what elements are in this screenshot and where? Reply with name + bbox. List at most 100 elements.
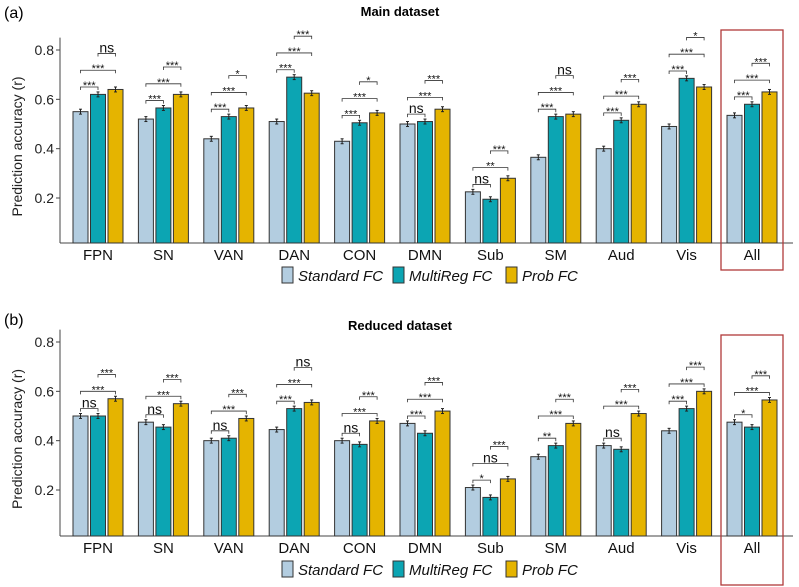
bar <box>696 390 713 537</box>
bar <box>286 408 303 537</box>
bar <box>399 123 416 244</box>
x-tick-label: FPN <box>83 247 113 264</box>
panel-b: (b) Reduced dataset 0.2 0.4 0.6 0.8 Prediction… <box>4 312 793 586</box>
significance-label: *** <box>549 409 563 421</box>
significance-label: *** <box>558 392 572 404</box>
significance-bracket <box>407 415 426 419</box>
significance-bracket <box>668 383 705 387</box>
bar <box>613 448 630 537</box>
bar <box>613 119 630 244</box>
x-tick-label: Vis <box>676 247 697 264</box>
highlight-box <box>720 334 784 586</box>
significance-label: *** <box>493 440 507 452</box>
significance-label: ns <box>296 354 311 370</box>
significance-bracket <box>276 400 295 405</box>
significance-label: ns <box>213 417 228 433</box>
bar <box>334 140 351 244</box>
panel-label: (a) <box>4 5 24 22</box>
bar <box>220 437 237 537</box>
significance-label: *** <box>288 377 302 389</box>
x-tick-label: Sub <box>477 540 504 557</box>
bar <box>203 440 220 537</box>
legend-label: Standard FC <box>298 562 383 579</box>
significance-label: * <box>366 75 371 87</box>
bar <box>661 430 678 537</box>
x-tick-label: DMN <box>408 247 442 264</box>
significance-label: *** <box>746 73 760 85</box>
significance-label: *** <box>746 386 760 398</box>
significance-bracket <box>751 62 770 67</box>
bar <box>595 445 612 537</box>
bar <box>107 398 124 537</box>
significance-bracket <box>734 96 753 100</box>
bar <box>268 121 285 244</box>
legend-label: Prob FC <box>522 268 578 285</box>
significance-label: *** <box>427 74 441 86</box>
x-tick-label: SM <box>545 540 568 557</box>
significance-label: ns <box>82 395 97 411</box>
significance-bracket <box>276 52 313 56</box>
bar <box>464 191 481 244</box>
y-tick-label: 0.2 <box>35 482 55 498</box>
significance-bracket <box>210 430 230 434</box>
y-axis-label: Prediction accuracy (r) <box>9 76 25 216</box>
significance-label: *** <box>680 377 694 389</box>
bar <box>530 456 547 537</box>
significance-label: ** <box>486 161 495 173</box>
significance-label: *** <box>493 144 507 156</box>
significance-label: *** <box>689 360 703 372</box>
bar-group-aud: Aud *** *** *** <box>595 72 647 264</box>
significance-label: *** <box>157 77 171 89</box>
significance-bracket <box>686 366 705 371</box>
bar <box>595 148 612 244</box>
significance-bracket <box>80 69 116 74</box>
x-tick-label: Aud <box>608 247 635 264</box>
significance-label: *** <box>624 72 638 84</box>
bar <box>90 93 106 244</box>
significance-label: *** <box>166 60 180 72</box>
significance-bracket <box>472 479 491 484</box>
significance-label: *** <box>362 390 376 402</box>
x-tick-label: SN <box>153 247 174 264</box>
significance-label: ns <box>409 100 424 116</box>
bar-group-dan: DAN *** *** ns <box>268 354 320 557</box>
significance-bracket <box>80 408 99 412</box>
bar-group-vis: Vis******* <box>661 30 713 264</box>
significance-bracket <box>472 184 491 188</box>
bar <box>72 415 89 537</box>
legend-label: Prob FC <box>522 562 578 579</box>
significance-bracket <box>293 35 313 40</box>
significance-bracket <box>97 374 116 378</box>
significance-label: *** <box>166 372 180 384</box>
bar-group-fpn: FPN *** *** ns <box>72 39 124 264</box>
x-tick-label: FPN <box>83 540 113 557</box>
significance-label: *** <box>671 64 685 76</box>
significance-bracket <box>424 80 443 84</box>
bar-group-dan: DAN *** *** *** <box>268 29 320 264</box>
significance-bracket <box>668 53 705 58</box>
bar <box>268 429 285 537</box>
legend-swatch <box>392 266 405 284</box>
x-tick-label: SM <box>545 247 568 264</box>
bar <box>351 443 368 537</box>
bar <box>482 496 499 537</box>
x-tick-label: VAN <box>214 540 244 557</box>
significance-bracket <box>228 75 247 79</box>
significance-label: *** <box>549 85 563 97</box>
significance-bracket <box>734 79 770 84</box>
y-tick-label: 0.8 <box>35 42 55 58</box>
significance-label: *** <box>279 394 293 406</box>
significance-bracket <box>145 100 164 104</box>
y-axis-label: Prediction accuracy (r) <box>9 369 25 509</box>
x-tick-label: Sub <box>477 247 504 264</box>
significance-bracket <box>163 66 182 71</box>
bar <box>417 121 433 244</box>
significance-bracket <box>359 396 378 400</box>
y-tick-label: 0.4 <box>35 433 55 449</box>
panel-a: (a) Main dataset 0.2 0.4 0.6 0.8 Prediction ac… <box>4 4 793 285</box>
significance-label: *** <box>288 46 302 58</box>
significance-label: ns <box>474 170 489 186</box>
